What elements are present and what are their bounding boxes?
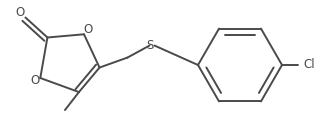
Text: O: O xyxy=(31,74,40,88)
Text: O: O xyxy=(83,23,93,36)
Text: S: S xyxy=(146,39,153,52)
Text: Cl: Cl xyxy=(303,58,315,71)
Text: O: O xyxy=(16,6,25,19)
